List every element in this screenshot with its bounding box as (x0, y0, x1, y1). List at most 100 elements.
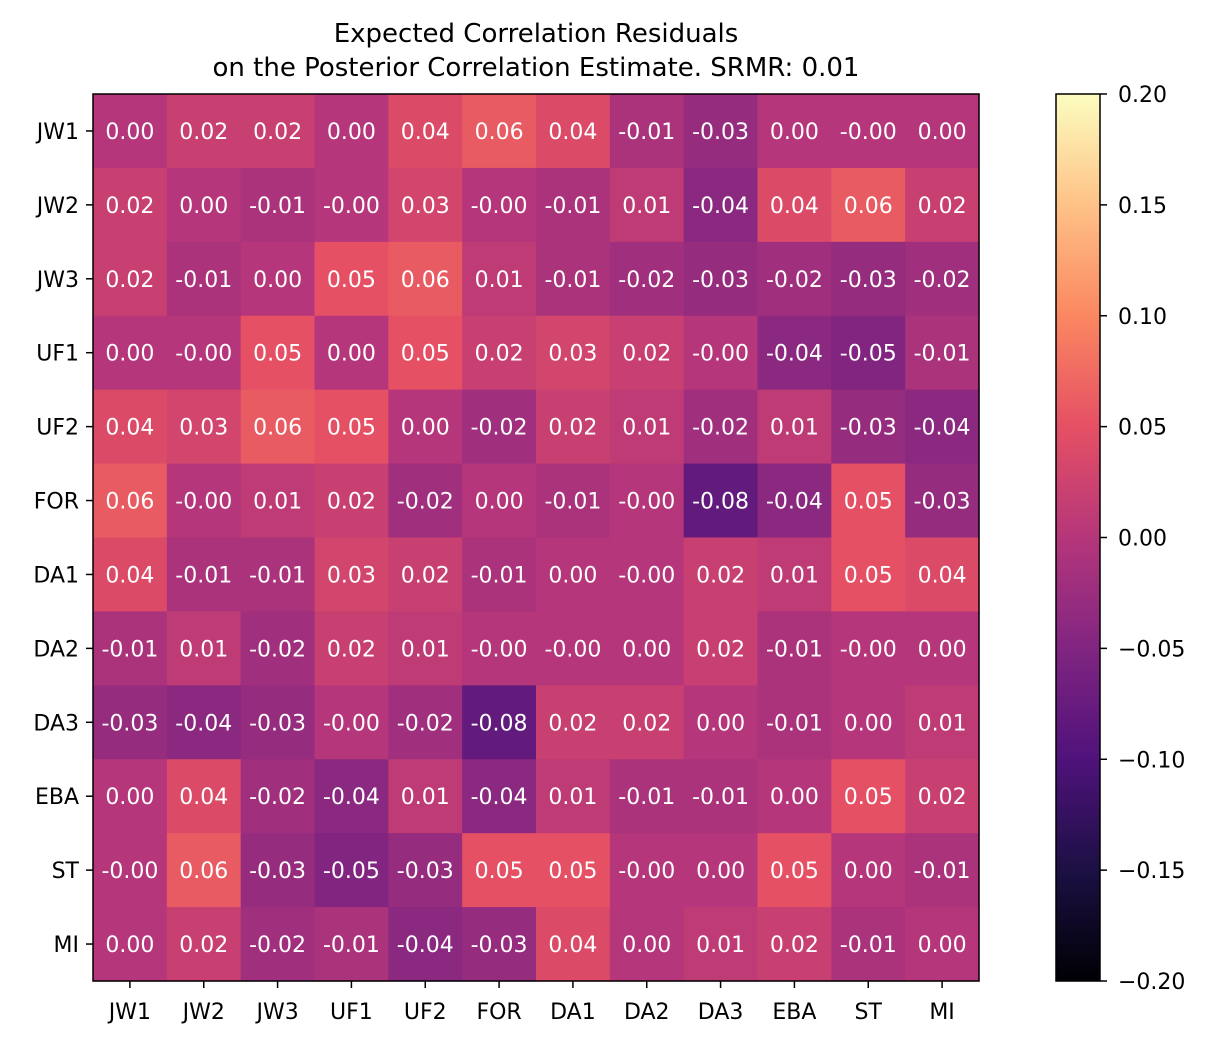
cell-value-label: -0.04 (397, 933, 454, 958)
heatmap-cell (240, 315, 316, 391)
cell-value-label: 0.03 (548, 342, 597, 367)
cell-value-label: -0.01 (618, 785, 675, 810)
heatmap-cell (93, 833, 168, 908)
heatmap-cell (166, 167, 242, 243)
heatmap-cell (757, 907, 832, 982)
heatmap-cell (683, 315, 759, 391)
cell-value-label: 0.01 (475, 268, 524, 293)
heatmap-cell (388, 94, 463, 169)
heatmap-cell (166, 315, 242, 391)
heatmap-cell (166, 907, 242, 982)
y-tick-label: UF1 (36, 342, 79, 367)
cell-value-label: -0.00 (471, 637, 528, 662)
colorbar-tick-label: −0.20 (1118, 970, 1185, 995)
cell-value-label: 0.02 (105, 194, 154, 219)
heatmap-cell (240, 907, 316, 982)
heatmap-cell (609, 833, 685, 908)
cell-value-label: -0.03 (249, 859, 306, 884)
cell-value-label: 0.04 (548, 933, 597, 958)
cell-value-label: 0.02 (696, 563, 745, 588)
heatmap-cell (314, 315, 389, 391)
heatmap-cell (683, 167, 759, 243)
y-axis-ticks: JW1 JW2 JW3 UF1 UF2 FOR DA1 DA2 DA3 EBA ST MI (33, 120, 93, 958)
cell-value-label: 0.06 (179, 859, 228, 884)
cell-value-label: -0.03 (692, 120, 749, 145)
chart-title-line: on the Posterior Correlation Estimate. S… (213, 53, 860, 83)
cell-value-label: 0.00 (918, 120, 967, 145)
heatmap-cell (314, 167, 389, 243)
heatmap-cell (905, 537, 980, 613)
cell-value-label: -0.01 (692, 785, 749, 810)
heatmap-cell (757, 537, 832, 613)
heatmap-cell (831, 685, 906, 760)
cell-value-label: -0.01 (175, 268, 232, 293)
cell-value-label: 0.05 (844, 785, 893, 810)
x-tick-label: DA2 (624, 1000, 670, 1025)
cell-value-label: -0.01 (544, 268, 601, 293)
colorbar-tick-label: −0.05 (1118, 637, 1185, 662)
cell-value-label: -0.00 (840, 120, 897, 145)
heatmap-cell (93, 463, 168, 539)
y-tick-label: DA3 (33, 711, 79, 736)
heatmap-cell (905, 833, 980, 908)
heatmap-cell (683, 241, 759, 317)
heatmap-cell (905, 611, 980, 686)
cell-value-label: -0.05 (323, 859, 380, 884)
heatmap-cell (240, 167, 316, 243)
heatmap-cell (683, 685, 759, 760)
cell-value-label: 0.01 (253, 490, 302, 515)
cell-value-label: 0.05 (548, 859, 597, 884)
heatmap-cell (93, 685, 168, 760)
heatmap-cell (609, 315, 685, 391)
heatmap-cell (536, 611, 611, 686)
cell-value-label: 0.00 (918, 637, 967, 662)
cell-value-label: -0.08 (471, 711, 528, 736)
colorbar-tick-label: −0.10 (1118, 748, 1185, 773)
heatmap-cell (609, 94, 685, 169)
cell-value-label: -0.01 (766, 711, 823, 736)
cell-value-label: 0.01 (179, 637, 228, 662)
heatmap-cell (314, 241, 389, 317)
heatmap-cell (905, 685, 980, 760)
x-tick-label: JW3 (254, 1000, 298, 1025)
cell-value-label: 0.01 (918, 711, 967, 736)
heatmap-cell (93, 537, 168, 613)
cell-value-label: -0.01 (840, 933, 897, 958)
cell-value-label: -0.01 (544, 490, 601, 515)
colorbar-tick-label: 0.05 (1118, 416, 1167, 441)
heatmap-cell (314, 611, 389, 686)
colorbar-ticks: 0.20 0.15 0.10 0.05 0.00 −0.05 −0.10 −0.15 −0.20 (1100, 83, 1185, 995)
heatmap-cell (462, 537, 537, 613)
cell-value-label: 0.02 (918, 194, 967, 219)
heatmap-cell (683, 389, 759, 465)
heatmap-cell (757, 463, 832, 539)
heatmap-cell (683, 611, 759, 686)
cell-value-label: -0.03 (249, 711, 306, 736)
heatmap-cell (240, 537, 316, 613)
y-tick-label: UF2 (36, 416, 79, 441)
heatmap-cell (757, 611, 832, 686)
heatmap-cell (462, 94, 537, 169)
heatmap-cell (462, 389, 537, 465)
heatmap-cell (93, 167, 168, 243)
cell-value-label: 0.00 (770, 120, 819, 145)
cell-value-label: 0.00 (401, 416, 450, 441)
cell-value-label: -0.03 (692, 268, 749, 293)
cell-value-label: -0.01 (249, 194, 306, 219)
heatmap-cell (166, 389, 242, 465)
heatmap-cell (166, 833, 242, 908)
cell-value-label: 0.04 (918, 563, 967, 588)
colorbar-tick-label: 0.00 (1118, 527, 1167, 552)
cell-value-label: 0.04 (401, 120, 450, 145)
cell-value-label: -0.04 (175, 711, 232, 736)
x-tick-label: JW2 (181, 1000, 225, 1025)
cell-value-label: 0.05 (844, 563, 893, 588)
heatmap-cell (388, 833, 463, 908)
heatmap-cell (314, 907, 389, 982)
cell-value-label: 0.00 (327, 120, 376, 145)
cell-value-label: 0.05 (253, 342, 302, 367)
cell-value-label: 0.06 (401, 268, 450, 293)
cell-value-label: 0.00 (475, 490, 524, 515)
cell-value-label: 0.03 (179, 416, 228, 441)
cell-value-label: -0.05 (840, 342, 897, 367)
